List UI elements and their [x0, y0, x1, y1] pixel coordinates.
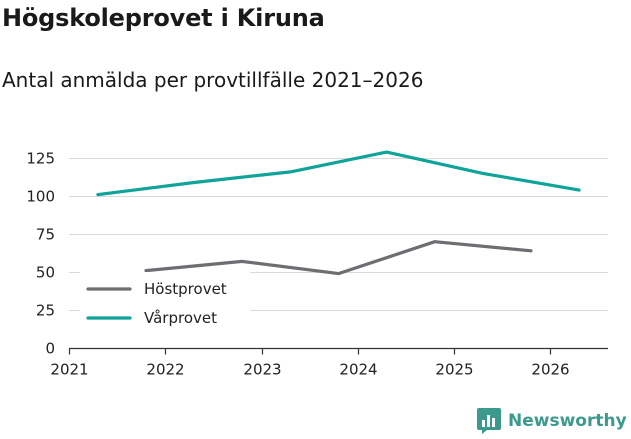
legend: Höstprovet Vårprovet — [80, 272, 250, 334]
y-axis-tick-labels: 0 25 50 75 100 125 — [26, 150, 55, 358]
legend-label: Höstprovet — [144, 280, 227, 298]
series-line-vårprovet — [96, 150, 581, 197]
brand-name: Newsworthy — [508, 411, 627, 431]
y-tick-label: 25 — [36, 302, 55, 320]
y-tick-label: 75 — [36, 226, 55, 244]
series-line-höstprovet — [144, 240, 533, 276]
x-tick-label: 2025 — [435, 361, 473, 379]
y-tick-label: 0 — [45, 340, 55, 358]
x-tick-label: 2024 — [339, 361, 377, 379]
x-tick-label: 2026 — [531, 361, 569, 379]
chart-title: Högskoleprovet i Kiruna — [2, 4, 325, 32]
chart-subtitle: Antal anmälda per provtillfälle 2021–202… — [2, 68, 424, 92]
x-tick-label: 2023 — [243, 361, 281, 379]
y-tick-label: 100 — [26, 188, 55, 206]
bar-chart-speech-bubble-icon — [477, 408, 501, 434]
newsworthy-logo: Newsworthy — [476, 406, 627, 436]
x-tick-label: 2021 — [50, 361, 88, 379]
x-tick-label: 2022 — [146, 361, 184, 379]
series-lines — [96, 150, 581, 276]
y-tick-label: 125 — [26, 150, 55, 168]
y-tick-label: 50 — [36, 264, 55, 282]
x-axis: 2021 2022 2023 2024 2025 2026 — [50, 347, 608, 379]
legend-background — [80, 272, 250, 334]
legend-label: Vårprovet — [144, 309, 217, 327]
